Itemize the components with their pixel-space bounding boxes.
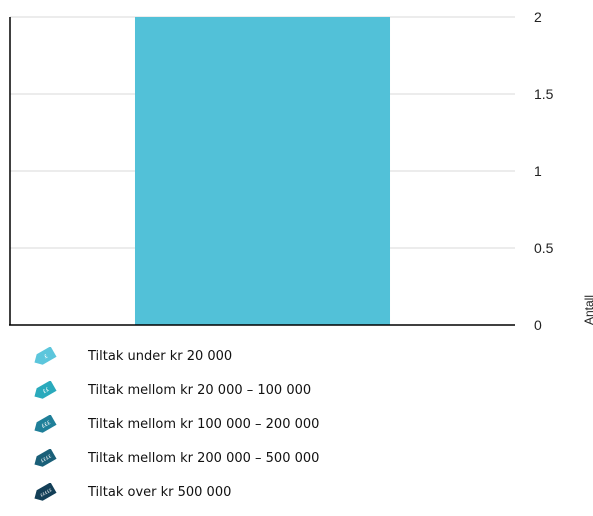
legend-label: Tiltak over kr 500 000 xyxy=(88,485,232,500)
tag-text: ££ xyxy=(42,386,51,394)
y-tick-label: 2 xyxy=(534,9,542,25)
legend-label: Tiltak under kr 20 000 xyxy=(88,349,233,364)
tag-text: £ xyxy=(43,353,49,360)
legend-item: ££ Tiltak mellom kr 20 000 – 100 000 xyxy=(30,380,430,401)
legend-item: £££££ Tiltak over kr 500 000 xyxy=(30,482,430,503)
y-tick-label: 1.5 xyxy=(534,86,554,102)
price-tag-icon: £££ xyxy=(34,414,57,433)
tag-text: ££££ xyxy=(40,453,53,464)
price-tag-icon: ££ xyxy=(34,380,57,399)
legend-label: Tiltak mellom kr 100 000 – 200 000 xyxy=(88,417,320,432)
bar-chart: 0 0.5 1 1.5 2 Antall xyxy=(9,9,593,333)
price-tag-icon: ££££ xyxy=(34,448,57,467)
price-tag-icon: £££££ xyxy=(34,482,57,501)
tag-text: £££££ xyxy=(39,486,53,497)
legend-label: Tiltak mellom kr 20 000 – 100 000 xyxy=(88,383,312,398)
y-axis-title: Antall xyxy=(582,295,593,325)
legend-item: £££ Tiltak mellom kr 100 000 – 200 000 xyxy=(30,414,430,435)
legend-item: ££££ Tiltak mellom kr 200 000 – 500 000 xyxy=(30,448,430,469)
legend: £ Tiltak under kr 20 000 ££ Tiltak mello… xyxy=(30,346,430,516)
legend-item: £ Tiltak under kr 20 000 xyxy=(30,346,430,367)
y-tick-label: 0.5 xyxy=(534,240,554,256)
y-tick-label: 0 xyxy=(534,317,542,333)
legend-label: Tiltak mellom kr 200 000 – 500 000 xyxy=(88,451,320,466)
bar xyxy=(134,17,391,325)
y-tick-label: 1 xyxy=(534,163,542,179)
price-tag-icon: £ xyxy=(34,346,57,365)
tag-text: £££ xyxy=(41,419,52,429)
